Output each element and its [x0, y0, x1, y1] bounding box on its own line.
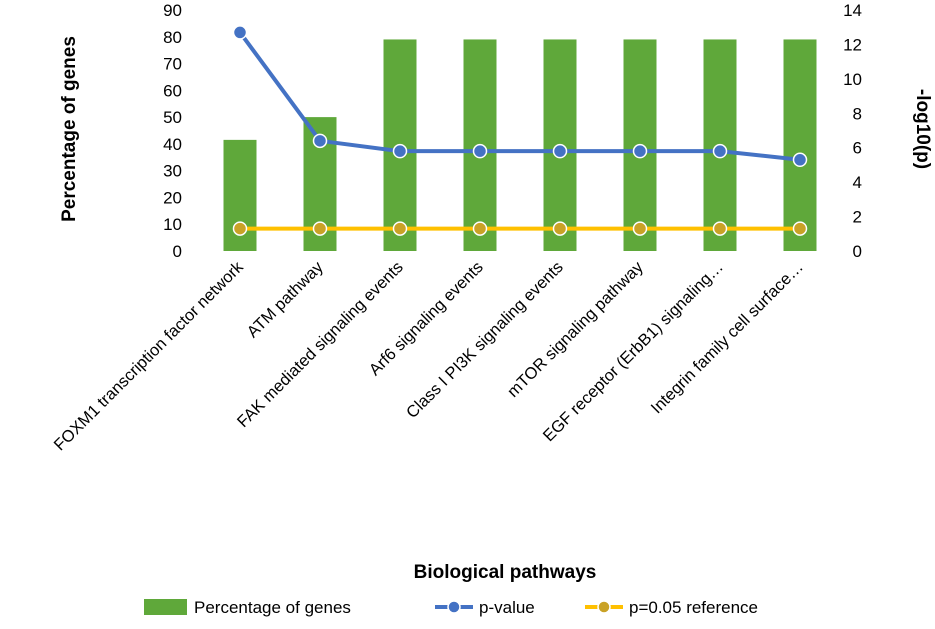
- left-tick-label: 40: [163, 135, 182, 154]
- category-label: Class I PI3K signaling events: [403, 258, 567, 422]
- right-tick-label: 4: [853, 173, 862, 192]
- series-point: [552, 143, 568, 159]
- right-tick-label: 8: [853, 104, 862, 123]
- category-label: EGF receptor (ErbB1) signaling…: [540, 258, 727, 445]
- legend-reference-marker: [597, 600, 611, 614]
- legend-label-pvalue: p-value: [479, 598, 535, 617]
- right-tick-label: 0: [853, 242, 862, 261]
- x-axis-title: Biological pathways: [414, 562, 597, 583]
- series-point: [392, 221, 408, 236]
- series-point: [632, 221, 648, 236]
- series-point: [232, 221, 248, 236]
- right-tick-label: 6: [853, 139, 862, 158]
- bars-layer: [223, 39, 817, 252]
- left-tick-label: 90: [163, 1, 182, 20]
- right-tick-label: 14: [843, 1, 862, 20]
- series-point: [792, 221, 808, 236]
- series-point: [632, 143, 648, 159]
- left-tick-label: 30: [163, 162, 182, 181]
- right-tick-label: 10: [843, 70, 862, 89]
- legend-label-reference: p=0.05 reference: [629, 598, 758, 617]
- left-tick-label: 20: [163, 188, 182, 207]
- right-tick-label: 12: [843, 35, 862, 54]
- left-axis-ticks: 0 10 20 30 40 50 60 70 80 90: [163, 1, 182, 261]
- series-point: [312, 221, 328, 236]
- category-label: FAK mediated signaling events: [234, 258, 407, 431]
- series-point: [232, 25, 248, 40]
- right-tick-label: 2: [853, 208, 862, 227]
- legend: Percentage of genes p-value p=0.05 refer…: [144, 598, 758, 617]
- series-line: [238, 31, 801, 162]
- series-point: [712, 221, 728, 236]
- category-label: ATM pathway: [244, 258, 328, 342]
- category-label: FOXM1 transcription factor network: [51, 258, 248, 455]
- series-point: [552, 221, 568, 236]
- right-axis-ticks: 0 2 4 6 8 10 12 14: [843, 1, 862, 261]
- left-tick-label: 50: [163, 108, 182, 127]
- left-tick-label: 60: [163, 81, 182, 100]
- series-point: [712, 143, 728, 159]
- left-tick-label: 10: [163, 215, 182, 234]
- left-tick-label: 0: [173, 242, 182, 261]
- lines-layer: [232, 25, 808, 236]
- legend-bar-swatch: [144, 599, 187, 615]
- bar: [783, 39, 817, 252]
- series-point: [312, 133, 328, 149]
- series-point: [792, 152, 808, 168]
- left-tick-label: 70: [163, 55, 182, 74]
- category-label: mTOR signaling pathway: [504, 258, 647, 401]
- series-point: [472, 143, 488, 159]
- right-axis-title: -log10(p): [912, 89, 933, 169]
- left-tick-label: 80: [163, 28, 182, 47]
- legend-pvalue-marker: [447, 600, 461, 614]
- legend-label-percentage: Percentage of genes: [194, 598, 351, 617]
- series-point: [392, 143, 408, 159]
- series-point: [472, 221, 488, 236]
- category-label: Integrin family cell surface…: [648, 258, 807, 417]
- left-axis-title: Percentage of genes: [59, 36, 80, 222]
